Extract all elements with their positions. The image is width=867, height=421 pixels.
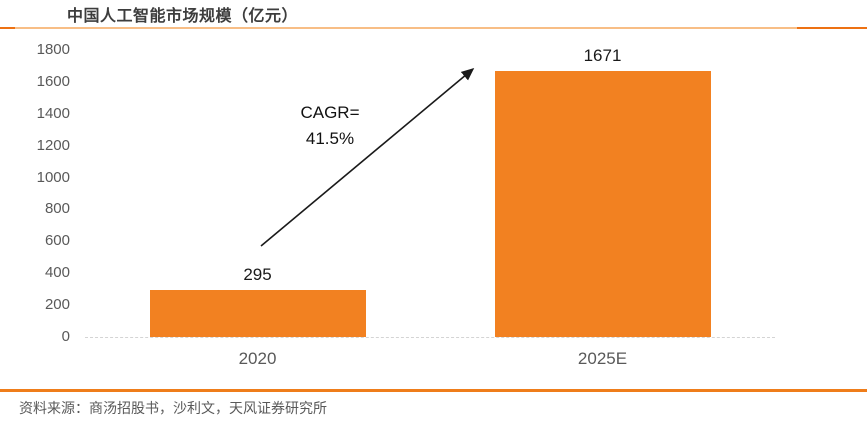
y-tick-label-1000: 1000 (36, 168, 70, 186)
y-tick-label-1600: 1600 (36, 72, 70, 90)
cagr-annotation-line1: CAGR= (300, 103, 360, 122)
y-tick-label-200: 200 (44, 296, 70, 314)
y-tick-label-1200: 1200 (36, 136, 70, 154)
chart-title: 中国人工智能市场规模（亿元） (67, 8, 299, 25)
footer-rule (0, 389, 867, 392)
y-tick-label-400: 400 (44, 264, 70, 282)
x-axis-baseline (85, 337, 775, 338)
y-tick-label-1400: 1400 (36, 104, 70, 122)
bar-2025E (494, 70, 711, 337)
y-tick-label-1800: 1800 (36, 41, 70, 58)
title-underline-middle-segment (15, 27, 797, 29)
value-label-2025E: 1671 (583, 45, 622, 65)
y-tick-label-600: 600 (44, 232, 70, 250)
x-axis-label-2020: 2020 (238, 349, 277, 368)
title-underline-right-segment (797, 27, 867, 29)
value-label-2020: 295 (243, 264, 272, 284)
x-axis-label-2025E: 2025E (577, 349, 628, 368)
title-underline-left-segment (0, 27, 15, 29)
source-note: 资料来源：商汤招股书，沙利文，天风证券研究所 (19, 400, 327, 416)
cagr-annotation: CAGR= 41.5% (278, 100, 382, 152)
y-tick-label-0: 0 (61, 328, 70, 345)
bar-2020 (149, 289, 366, 337)
y-tick-label-800: 800 (44, 200, 70, 218)
y-axis: 1800 1600 1400 1200 1000 800 600 400 200 0 (0, 0, 70, 421)
cagr-annotation-line2: 41.5% (305, 129, 355, 148)
